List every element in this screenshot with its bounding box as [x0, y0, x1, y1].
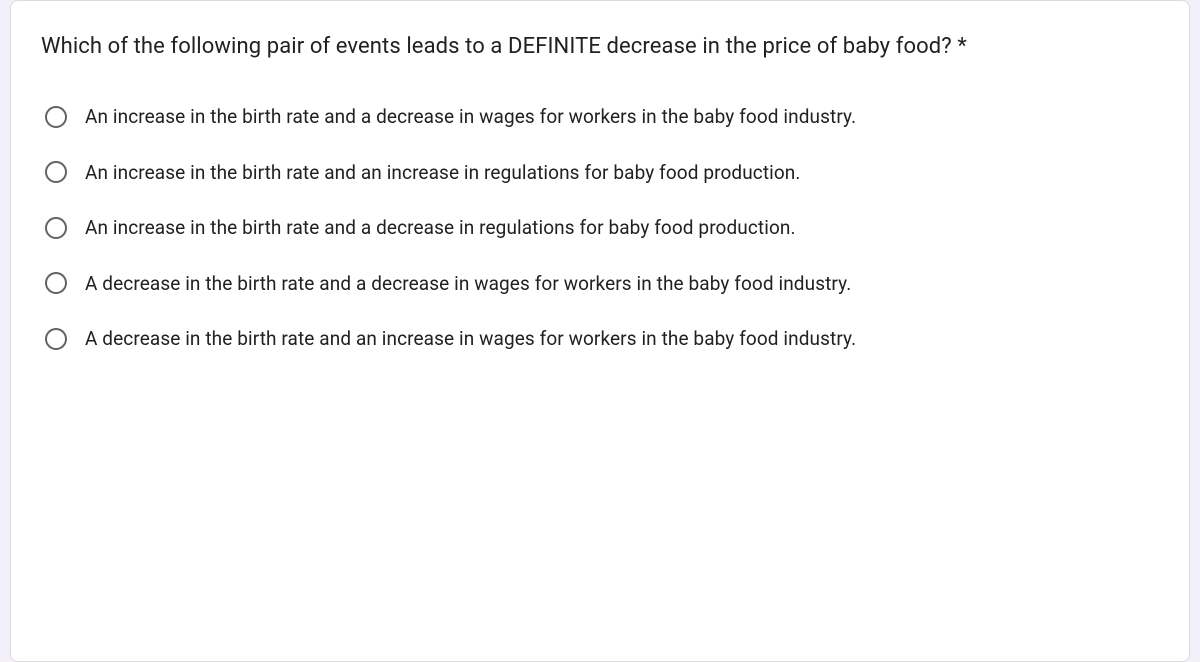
- question-text: Which of the following pair of events le…: [41, 29, 1159, 64]
- option-row-3[interactable]: A decrease in the birth rate and a decre…: [45, 269, 1159, 298]
- option-label-2: An increase in the birth rate and a decr…: [85, 213, 796, 242]
- option-row-4[interactable]: A decrease in the birth rate and an incr…: [45, 324, 1159, 353]
- option-row-1[interactable]: An increase in the birth rate and an inc…: [45, 158, 1159, 187]
- options-group: An increase in the birth rate and a decr…: [41, 102, 1159, 353]
- question-card: Which of the following pair of events le…: [10, 0, 1190, 662]
- question-prompt: Which of the following pair of events le…: [41, 34, 952, 59]
- option-label-0: An increase in the birth rate and a decr…: [85, 102, 856, 131]
- option-row-2[interactable]: An increase in the birth rate and a decr…: [45, 213, 1159, 242]
- radio-3[interactable]: [45, 272, 67, 294]
- option-row-0[interactable]: An increase in the birth rate and a decr…: [45, 102, 1159, 131]
- radio-1[interactable]: [45, 161, 67, 183]
- option-label-4: A decrease in the birth rate and an incr…: [85, 324, 856, 353]
- radio-0[interactable]: [45, 106, 67, 128]
- option-label-3: A decrease in the birth rate and a decre…: [85, 269, 851, 298]
- radio-2[interactable]: [45, 217, 67, 239]
- radio-4[interactable]: [45, 328, 67, 350]
- option-label-1: An increase in the birth rate and an inc…: [85, 158, 801, 187]
- required-marker: *: [952, 34, 967, 59]
